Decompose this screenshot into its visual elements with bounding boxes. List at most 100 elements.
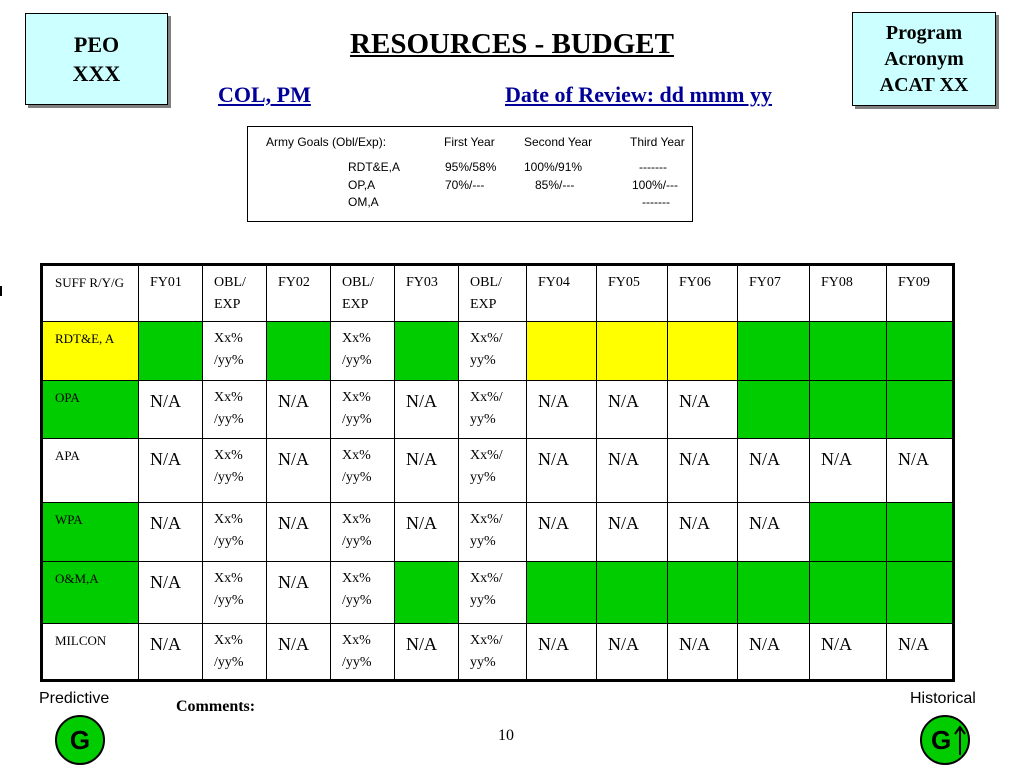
table-cell: Xx% /yy% bbox=[330, 380, 395, 439]
table-cell: N/A bbox=[266, 380, 331, 439]
table-cell bbox=[667, 321, 738, 381]
column-header: FY03 bbox=[394, 264, 459, 322]
row-label: RDT&E, A bbox=[41, 321, 139, 381]
peo-label: PEO bbox=[73, 32, 120, 57]
table-cell: Xx% /yy% bbox=[202, 438, 267, 503]
table-cell bbox=[886, 321, 954, 381]
column-header: OBL/ EXP bbox=[458, 264, 527, 322]
table-cell: N/A bbox=[667, 438, 738, 503]
table-cell: N/A bbox=[886, 623, 954, 681]
column-header: FY06 bbox=[667, 264, 738, 322]
up-arrow-icon bbox=[954, 725, 966, 755]
table-cell: N/A bbox=[266, 438, 331, 503]
table-cell bbox=[809, 502, 887, 562]
table-cell bbox=[886, 502, 954, 562]
table-cell: N/A bbox=[138, 502, 203, 562]
comments-label: Comments: bbox=[176, 698, 256, 715]
table-cell: N/A bbox=[809, 438, 887, 503]
table-cell: N/A bbox=[526, 623, 597, 681]
table-row: WPA N/A Xx% /yy% N/A Xx% /yy% N/A Xx%/ yy% N/A N… bbox=[41, 502, 954, 562]
table-cell bbox=[809, 561, 887, 624]
historical-label: Historical bbox=[910, 690, 976, 707]
goals-row-value: 85%/--- bbox=[535, 178, 575, 192]
goals-header-second-year: Second Year bbox=[524, 135, 593, 149]
table-row: RDT&E, A Xx% /yy% Xx% /yy% Xx%/ yy% bbox=[41, 321, 954, 381]
table-cell: N/A bbox=[394, 438, 459, 503]
table-cell: N/A bbox=[394, 502, 459, 562]
table-cell bbox=[526, 321, 597, 381]
table-cell: Xx% /yy% bbox=[330, 623, 395, 681]
table-cell bbox=[737, 380, 810, 439]
row-label: MILCON bbox=[41, 623, 139, 681]
column-header: OBL/ EXP bbox=[330, 264, 395, 322]
table-cell bbox=[737, 321, 810, 381]
goals-row-name: OM,A bbox=[348, 195, 379, 209]
table-cell bbox=[138, 321, 203, 381]
table-cell: N/A bbox=[526, 438, 597, 503]
table-cell bbox=[596, 321, 668, 381]
peo-id: XXX bbox=[72, 61, 121, 86]
predictive-rating: G bbox=[69, 725, 91, 755]
table-cell: Xx%/ yy% bbox=[458, 502, 527, 562]
table-cell: N/A bbox=[394, 380, 459, 439]
goals-label: Army Goals (Obl/Exp): bbox=[266, 135, 387, 149]
table-row: APA N/A Xx% /yy% N/A Xx% /yy% N/A Xx%/ yy% N/A N… bbox=[41, 438, 954, 503]
table-row: OPA N/A Xx% /yy% N/A Xx% /yy% N/A Xx%/ yy% N/A N… bbox=[41, 380, 954, 439]
predictive-rating-circle: G bbox=[55, 715, 105, 765]
table-cell: Xx% /yy% bbox=[202, 321, 267, 381]
table-cell: Xx% /yy% bbox=[202, 623, 267, 681]
table-cell: N/A bbox=[138, 438, 203, 503]
budget-table: SUFF R/Y/G FY01 OBL/ EXP FY02 OBL/ EXP FY03 OB… bbox=[40, 263, 955, 682]
table-cell bbox=[737, 561, 810, 624]
table-cell: N/A bbox=[526, 502, 597, 562]
table-cell: N/A bbox=[737, 438, 810, 503]
table-cell: N/A bbox=[266, 561, 331, 624]
goals-row-value: 100%/--- bbox=[632, 178, 679, 192]
table-header-row: SUFF R/Y/G FY01 OBL/ EXP FY02 OBL/ EXP FY03 OB… bbox=[41, 264, 954, 322]
table-cell: Xx% /yy% bbox=[330, 502, 395, 562]
column-header: FY08 bbox=[809, 264, 887, 322]
col-pm-link[interactable]: COL, PM bbox=[218, 82, 311, 107]
table-cell bbox=[596, 561, 668, 624]
table-cell: Xx% /yy% bbox=[202, 502, 267, 562]
table-cell: N/A bbox=[667, 502, 738, 562]
program-label: Program bbox=[885, 22, 963, 44]
date-of-review-link[interactable]: Date of Review: dd mmm yy bbox=[505, 82, 772, 107]
goals-row-value: 95%/58% bbox=[445, 160, 497, 174]
column-header: FY09 bbox=[886, 264, 954, 322]
table-cell: N/A bbox=[394, 623, 459, 681]
page-number: 10 bbox=[498, 727, 514, 744]
table-cell: N/A bbox=[596, 438, 668, 503]
table-cell: N/A bbox=[266, 502, 331, 562]
table-cell: N/A bbox=[266, 623, 331, 681]
goals-row-value: 70%/--- bbox=[445, 178, 485, 192]
table-cell: Xx% /yy% bbox=[330, 438, 395, 503]
historical-rating-circle: G bbox=[920, 715, 970, 765]
table-cell: N/A bbox=[138, 623, 203, 681]
table-cell: Xx%/ yy% bbox=[458, 321, 527, 381]
column-header: FY05 bbox=[596, 264, 668, 322]
table-cell: Xx%/ yy% bbox=[458, 623, 527, 681]
table-cell bbox=[394, 561, 459, 624]
row-label: OPA bbox=[41, 380, 139, 439]
table-cell: Xx% /yy% bbox=[330, 561, 395, 624]
peo-box: PEO XXX bbox=[25, 13, 168, 105]
goals-row-value: 100%/91% bbox=[524, 160, 583, 174]
table-cell: N/A bbox=[737, 623, 810, 681]
table-cell: N/A bbox=[138, 380, 203, 439]
table-cell: N/A bbox=[138, 561, 203, 624]
table-cell: N/A bbox=[737, 502, 810, 562]
margin-mark bbox=[0, 286, 2, 296]
column-header: SUFF R/Y/G bbox=[41, 264, 139, 322]
row-label: APA bbox=[41, 438, 139, 503]
table-cell: N/A bbox=[596, 502, 668, 562]
table-cell: N/A bbox=[667, 623, 738, 681]
table-cell: N/A bbox=[886, 438, 954, 503]
goals-row-value: ------- bbox=[642, 195, 670, 209]
table-cell: N/A bbox=[596, 623, 668, 681]
table-row: MILCON N/A Xx% /yy% N/A Xx% /yy% N/A Xx%/ yy% N… bbox=[41, 623, 954, 681]
historical-rating: G bbox=[931, 725, 952, 755]
table-cell bbox=[667, 561, 738, 624]
program-acronym: Acronym bbox=[884, 48, 964, 70]
program-box: Program Acronym ACAT XX bbox=[852, 12, 996, 106]
